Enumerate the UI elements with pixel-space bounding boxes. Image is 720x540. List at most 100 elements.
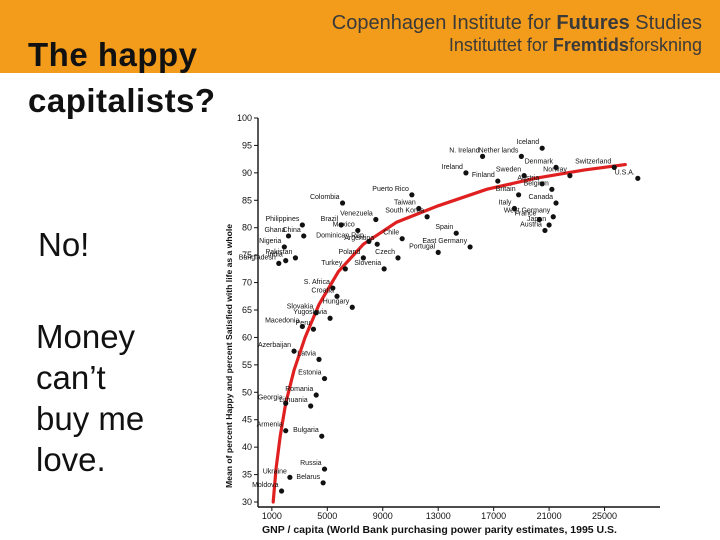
data-point — [316, 356, 322, 362]
data-point — [355, 227, 361, 234]
y-axis-label: Mean of percent Happy and percent Satisf… — [224, 224, 234, 488]
country-label: Austria — [517, 175, 539, 182]
x-tick-label: 21000 — [537, 511, 562, 521]
data-point — [292, 255, 299, 261]
data-point — [278, 488, 285, 494]
country-label: Iceland — [517, 139, 540, 146]
country-label: Estonia — [298, 370, 321, 377]
data-point — [435, 249, 441, 255]
money-line-3: buy me — [36, 400, 145, 437]
country-label: Russia — [300, 460, 322, 467]
data-point — [342, 266, 348, 272]
institut-name-suffix: forskning — [628, 35, 702, 55]
x-ticks: 1000 5000 9000 13000 17000 21000 25000 — [262, 507, 617, 521]
country-label: India — [268, 252, 283, 259]
data-point — [553, 200, 559, 206]
data-point — [424, 214, 430, 220]
country-label: France — [515, 210, 537, 217]
data-point — [330, 285, 336, 291]
money-quote: Money can’t buy me love. — [36, 316, 196, 480]
data-point — [283, 258, 289, 264]
x-axis-label: GNP / capita (World Bank purchasing powe… — [262, 524, 617, 536]
data-point — [399, 236, 405, 242]
header-banner — [0, 0, 720, 73]
country-label: Hungary — [323, 298, 350, 305]
data-point — [283, 428, 289, 434]
data-point — [299, 222, 305, 228]
data-point — [518, 153, 524, 159]
data-point — [321, 466, 328, 472]
data-point — [287, 474, 293, 480]
data-point — [285, 233, 292, 239]
country-label: Puerto Rico — [372, 186, 409, 193]
country-label: Brazil — [321, 216, 339, 223]
country-label: Georgia — [258, 394, 283, 401]
country-label: Pakistan — [266, 249, 293, 256]
x-tick-label: 17000 — [481, 511, 506, 521]
country-label: S. Africa — [304, 279, 330, 286]
country-label: N. Ireland — [449, 147, 479, 154]
data-point — [542, 227, 548, 234]
country-label: Bulgaria — [293, 427, 319, 434]
data-point — [339, 200, 346, 206]
country-label: Ukraine — [263, 468, 287, 475]
country-label: Yugoslavia — [293, 309, 327, 316]
country-label: West Germany — [504, 208, 551, 215]
country-label: Venezuela — [340, 210, 373, 217]
x-tick-label: 1000 — [262, 511, 282, 521]
data-point — [495, 178, 501, 184]
data-point — [453, 230, 459, 236]
country-label: Belgium — [524, 180, 549, 187]
data-point — [349, 304, 355, 310]
country-label: Argentina — [344, 235, 374, 242]
institut-name-prefix: Instituttet for — [448, 35, 553, 55]
data-point — [539, 145, 545, 151]
institute-name-bold: Futures — [556, 12, 630, 34]
data-point — [409, 192, 415, 198]
country-label: Poland — [339, 249, 361, 256]
country-label: Ghana — [264, 227, 285, 234]
data-point — [308, 403, 314, 409]
country-label: Italy — [499, 200, 512, 207]
data-point — [635, 175, 641, 181]
data-points: Switzerland U.S.A. Iceland Denmark Nether la… — [239, 139, 641, 494]
country-label: Bangladesh — [239, 254, 276, 261]
country-label: Colombia — [310, 194, 340, 201]
country-label: Croatia — [311, 287, 334, 294]
data-point — [276, 260, 282, 266]
country-label: Norway — [543, 167, 567, 174]
country-label: Canada — [529, 194, 554, 201]
data-point — [327, 315, 333, 321]
data-point — [550, 214, 556, 220]
data-point — [516, 192, 522, 198]
country-label: Slovakia — [287, 304, 314, 311]
data-point — [360, 255, 366, 261]
institute-name-suffix: Studies — [629, 12, 702, 34]
y-tick-label: 30 — [242, 497, 252, 507]
data-point — [463, 170, 469, 176]
y-tick-label: 65 — [242, 305, 252, 315]
country-label: Britain — [496, 186, 516, 193]
country-label: Czech — [375, 249, 395, 256]
country-label: Philippines — [265, 216, 299, 223]
money-line-1: Money — [36, 318, 136, 355]
data-point — [301, 233, 307, 239]
data-point — [313, 310, 319, 316]
country-label: Switzerland — [575, 158, 611, 165]
data-point — [313, 392, 319, 398]
money-line-2: can’t — [36, 359, 106, 396]
data-point — [366, 238, 372, 245]
country-label: Portugal — [409, 243, 436, 250]
country-label: Nether lands — [479, 147, 519, 154]
data-point — [479, 153, 486, 159]
slide-title: The happy capitalists? — [28, 32, 268, 124]
data-point — [395, 255, 401, 261]
y-tick-label: 95 — [242, 140, 252, 150]
country-label: Japan — [527, 216, 546, 223]
y-tick-label: 45 — [242, 415, 252, 425]
x-tick-label: 13000 — [426, 511, 451, 521]
country-label: Slovenia — [354, 260, 381, 267]
data-point — [416, 205, 422, 212]
institute-logo: Copenhagen Institute for Futures Studies… — [332, 12, 702, 56]
